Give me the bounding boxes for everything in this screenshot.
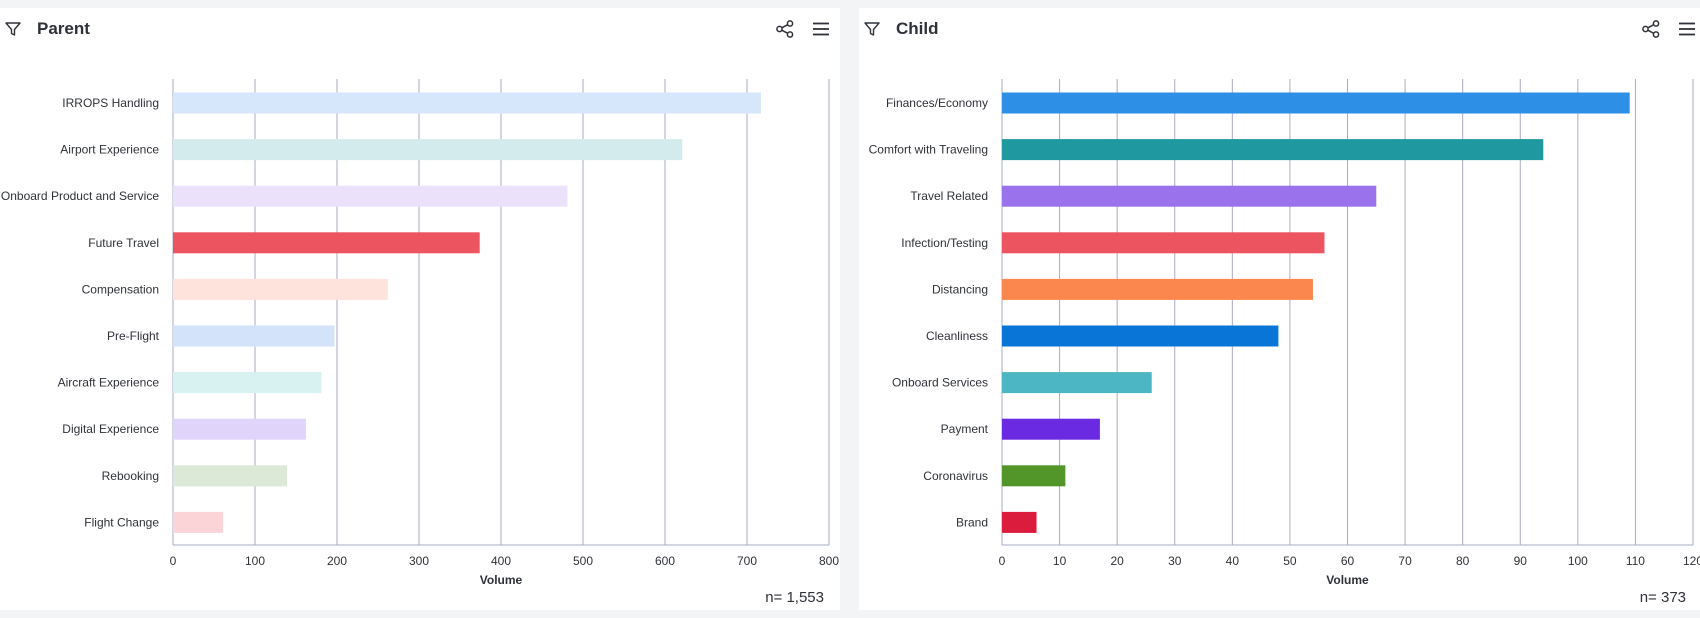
bar [173,278,388,300]
parent-bar-chart: IRROPS Handling Airport Experience Onboard… [1,79,839,587]
share-icon[interactable] [1641,19,1661,39]
bar [173,418,306,440]
bar [1002,185,1377,207]
tick-label: 0 [999,554,1006,568]
tick-label: 50 [1283,554,1297,568]
child-chart-panel: Child Finances/Economy Comfort with Trave… [859,8,1700,610]
tick-label: 70 [1398,554,1412,568]
panel-title: Parent [37,19,90,38]
tick-label: 80 [1456,554,1470,568]
filter-icon[interactable] [4,20,22,38]
panel-header: Child [859,8,1700,50]
child-bar-chart: Finances/Economy Comfort with Traveling Tr… [869,79,1700,587]
tick-label: 400 [491,554,511,568]
bar [1002,418,1100,440]
bar [173,325,335,347]
tick-label: 20 [1110,554,1124,568]
bar [173,232,480,254]
menu-icon[interactable] [1677,19,1697,39]
bar [1002,139,1544,161]
category-label: Finances/Economy [886,96,988,110]
category-label: Comfort with Traveling [869,143,988,157]
category-label: Payment [941,422,989,436]
category-label: IRROPS Handling [62,96,159,110]
tick-label: 40 [1226,554,1240,568]
tick-label: 120 [1683,554,1700,568]
panel-header: Parent [0,8,840,50]
bar [1002,92,1630,114]
tick-label: 600 [655,554,675,568]
bar [173,92,761,114]
category-label: Digital Experience [62,422,159,436]
bar [1002,465,1066,487]
bar [173,139,683,161]
category-label: Onboard Product and Service [1,189,159,203]
category-label: Pre-Flight [107,329,160,343]
x-axis-title: Volume [1326,573,1369,587]
tick-label: 100 [245,554,265,568]
tick-label: 110 [1626,554,1645,568]
bar [1002,278,1313,300]
tick-label: 500 [573,554,593,568]
category-label: Cleanliness [926,329,988,343]
tick-label: 700 [737,554,757,568]
tick-label: 90 [1514,554,1528,568]
category-label: Infection/Testing [901,236,988,250]
bar [173,372,322,394]
category-label: Rebooking [102,469,159,483]
tick-label: 0 [170,554,177,568]
x-axis-title: Volume [480,573,523,587]
tick-label: 100 [1568,554,1588,568]
category-label: Brand [956,515,988,529]
tick-label: 300 [409,554,429,568]
bar [1002,511,1037,533]
category-label: Travel Related [910,189,988,203]
category-label: Aircraft Experience [58,376,160,390]
tick-label: 10 [1053,554,1067,568]
bar [1002,232,1325,254]
tick-label: 800 [819,554,839,568]
category-label: Future Travel [88,236,159,250]
tick-label: 60 [1341,554,1355,568]
filter-icon[interactable] [863,20,881,38]
category-label: Flight Change [84,515,159,529]
bar [173,185,568,207]
category-label: Compensation [82,282,159,296]
bar [1002,325,1279,347]
category-label: Airport Experience [60,143,159,157]
bar [173,511,224,533]
category-label: Coronavirus [923,469,988,483]
category-label: Distancing [932,282,988,296]
bar [1002,372,1152,394]
category-label: Onboard Services [892,376,988,390]
panel-title: Child [896,19,939,38]
sample-count: n= 373 [1639,589,1686,606]
sample-count: n= 1,553 [765,589,824,606]
bar [173,465,287,487]
menu-icon[interactable] [811,19,831,39]
tick-label: 30 [1168,554,1182,568]
share-icon[interactable] [775,19,795,39]
tick-label: 200 [327,554,347,568]
parent-chart-panel: Parent IRROPS Handling Airport Experience… [0,8,840,610]
